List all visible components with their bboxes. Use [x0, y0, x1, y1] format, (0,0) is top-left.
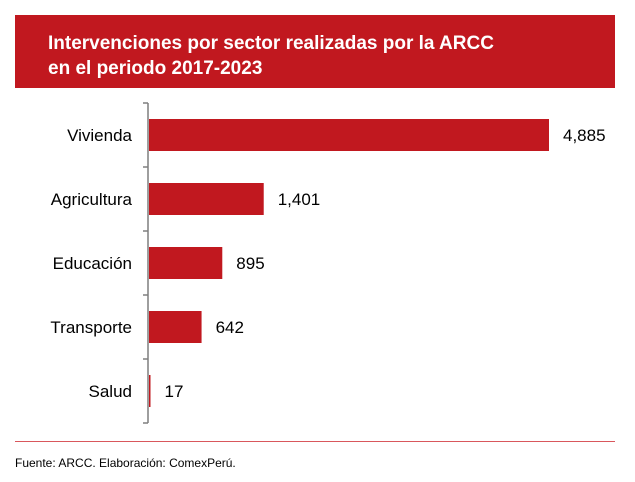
category-label-3: Educación — [53, 254, 132, 273]
chart-title: Intervenciones por sector realizadas por… — [48, 33, 494, 79]
bar-2 — [149, 183, 264, 215]
value-label-1: 4,885 — [563, 126, 606, 145]
bar-1 — [149, 119, 549, 151]
value-label-5: 17 — [165, 382, 184, 401]
category-label-2: Agricultura — [51, 190, 133, 209]
category-label-5: Salud — [89, 382, 132, 401]
bar-4 — [149, 311, 202, 343]
footer-divider — [15, 441, 615, 442]
source-note: Fuente: ARCC. Elaboración: ComexPerú. — [15, 456, 236, 470]
bar-chart: Vivienda 4,885 Agricultura 1,401 Educación 89… — [50, 102, 606, 424]
category-label-4: Transporte — [50, 318, 132, 337]
value-label-3: 895 — [236, 254, 264, 273]
value-label-4: 642 — [216, 318, 244, 337]
bar-3 — [149, 247, 223, 279]
bar-5 — [149, 375, 151, 407]
value-label-2: 1,401 — [278, 190, 321, 209]
category-label-1: Vivienda — [67, 126, 132, 145]
chart-title-bar: Intervenciones por sector realizadas por… — [15, 15, 615, 88]
